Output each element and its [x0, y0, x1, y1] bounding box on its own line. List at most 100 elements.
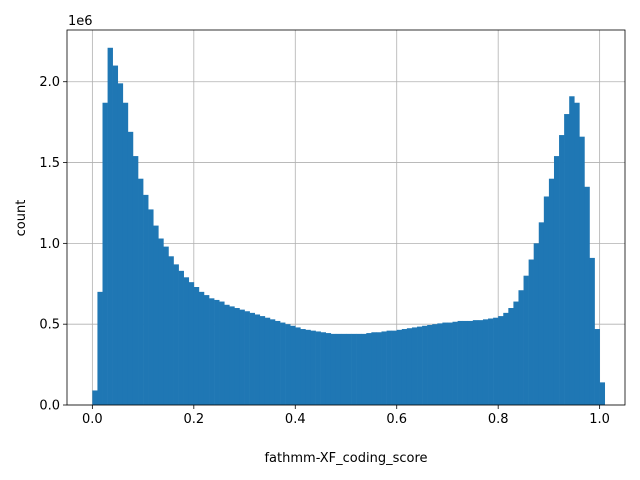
histogram-bar	[356, 333, 362, 405]
histogram-bar	[533, 243, 540, 405]
histogram-bar	[371, 332, 377, 405]
histogram-bar	[310, 330, 316, 405]
y-tick-label: 2.0	[39, 75, 60, 90]
histogram-bar	[417, 326, 423, 405]
histogram-bar	[488, 318, 494, 405]
histogram-bar	[493, 317, 499, 405]
histogram-bar	[173, 264, 179, 405]
histogram-bar	[442, 322, 448, 405]
histogram-bar	[391, 330, 398, 405]
histogram-bar	[138, 178, 144, 405]
x-tick-label: 1.0	[589, 412, 610, 427]
histogram-bar	[219, 301, 225, 405]
y-tick-label: 0.0	[39, 399, 60, 414]
histogram-bar	[234, 308, 240, 405]
y-tick-label: 1.5	[39, 156, 60, 171]
histogram-bar	[280, 322, 286, 405]
histogram-bar	[386, 330, 392, 405]
histogram-bar	[183, 277, 190, 405]
histogram-bar	[249, 312, 255, 405]
histogram-bar	[193, 287, 200, 405]
plot-frame	[66, 29, 626, 406]
histogram-bar	[269, 319, 276, 405]
tick-marks	[63, 81, 601, 409]
histogram-bar	[401, 329, 408, 405]
histogram-bar	[244, 311, 250, 405]
histogram-bar	[584, 186, 590, 405]
histogram-bar	[300, 329, 306, 405]
histogram-bar	[472, 320, 479, 405]
histogram-bar	[325, 333, 332, 405]
histogram-bar	[503, 312, 509, 405]
histogram-bar	[381, 331, 387, 405]
histogram-bar	[122, 102, 129, 406]
histogram-bar	[528, 259, 534, 405]
histogram-bar	[229, 306, 235, 405]
histogram-bar	[594, 329, 600, 405]
histogram-bar	[482, 319, 489, 405]
histogram-bar	[406, 328, 413, 405]
histogram-bar	[315, 331, 321, 405]
histogram-bar	[559, 135, 565, 406]
histogram-bar	[335, 333, 342, 405]
y-axis-multiplier-label: 1e6	[68, 14, 93, 29]
x-tick-label: 0.6	[386, 412, 407, 427]
histogram-bar	[564, 114, 570, 405]
histogram-bar	[198, 291, 205, 405]
histogram-bar	[467, 320, 474, 405]
histogram-bar	[508, 308, 514, 405]
histogram-bar	[437, 323, 443, 405]
histogram-bar	[589, 257, 595, 405]
histogram-bar	[295, 327, 301, 405]
histogram-bar	[239, 309, 245, 405]
histogram-bar	[513, 301, 519, 405]
x-tick-label: 0.2	[183, 412, 204, 427]
histogram-bar	[518, 290, 524, 405]
histogram-bar	[148, 209, 154, 405]
histogram-bar	[462, 320, 469, 405]
histogram-bar	[447, 322, 453, 405]
histogram-bar	[574, 102, 580, 406]
histogram-bar	[553, 156, 560, 405]
histogram-bar	[102, 102, 108, 406]
histogram-bar	[107, 47, 113, 405]
histogram-bar	[214, 299, 220, 405]
histogram-bar	[132, 156, 139, 405]
histogram-bar	[92, 390, 98, 405]
histogram-bar	[376, 332, 382, 405]
x-tick-label: 0.0	[82, 412, 103, 427]
histogram-bar	[254, 314, 261, 405]
histogram-bar	[209, 298, 215, 405]
axes	[66, 29, 626, 406]
histogram-bar	[143, 194, 149, 405]
histogram-bar	[599, 382, 606, 405]
histogram-bar	[427, 324, 433, 405]
histogram-bar	[579, 136, 585, 405]
histogram-bar	[112, 65, 119, 405]
histogram-bar	[264, 317, 271, 405]
histogram-bar	[477, 320, 484, 405]
histogram-bar	[457, 320, 463, 405]
y-tick-label: 0.5	[39, 318, 60, 333]
y-axis-label: count	[14, 200, 29, 237]
histogram-bar	[117, 83, 124, 405]
histogram-bar	[351, 333, 357, 405]
histogram-bar	[361, 333, 367, 405]
histogram-bar	[203, 295, 210, 405]
histogram-bar	[290, 325, 296, 405]
x-tick-label: 0.4	[285, 412, 306, 427]
histogram-bar	[127, 131, 134, 405]
histogram-bar	[158, 238, 164, 405]
histogram-bar	[153, 225, 159, 405]
histogram-bar	[274, 320, 281, 405]
histogram-bar	[305, 329, 311, 405]
histogram-bar	[188, 282, 195, 405]
histogram-bar	[97, 291, 103, 405]
histogram-bar	[569, 96, 575, 406]
histogram-bar	[432, 324, 438, 405]
histogram-bar	[523, 275, 529, 405]
histogram-bars	[92, 47, 606, 406]
x-axis-label: fathmm-XF_coding_score	[264, 451, 427, 466]
histogram-bar	[285, 324, 291, 405]
